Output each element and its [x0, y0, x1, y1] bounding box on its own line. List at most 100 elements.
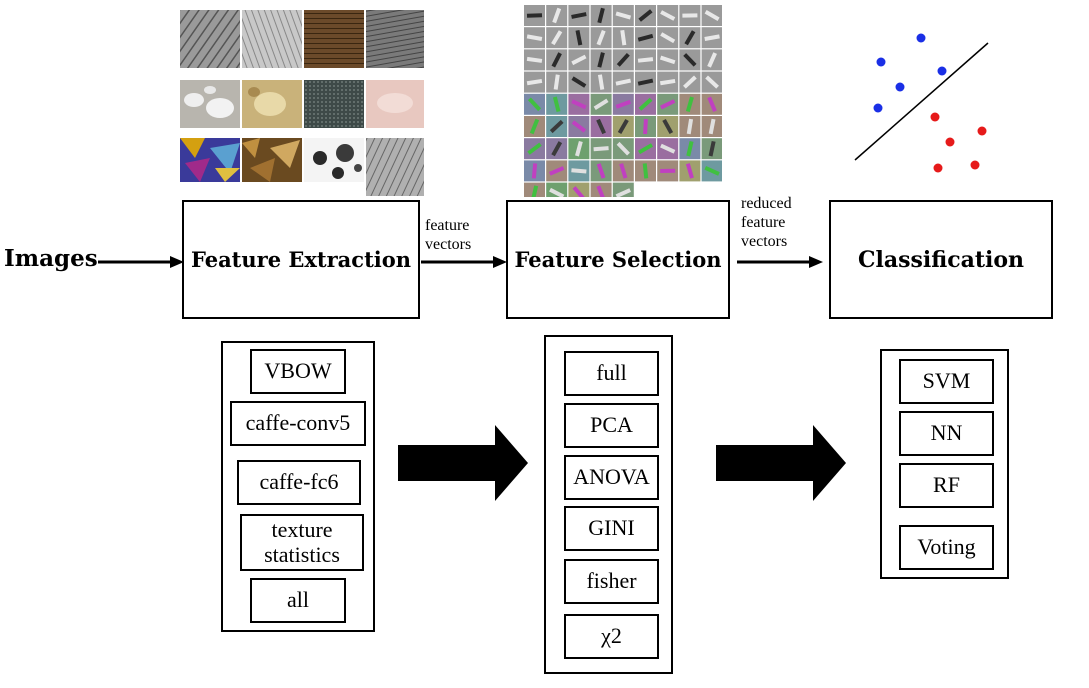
- feature-selection-options: full PCA ANOVA GINI fisher χ2: [544, 335, 673, 674]
- classification-options: SVM NN RF Voting: [880, 349, 1009, 579]
- connector-label-selection-classification: reduced feature vectors: [741, 194, 792, 252]
- feature-extraction-label: Feature Extraction: [190, 247, 412, 272]
- arrow-selection-to-classification: [737, 256, 823, 268]
- filter-cell: [701, 27, 723, 49]
- filter-cell: [546, 49, 568, 71]
- filter-cell: [590, 182, 612, 204]
- filter-cell: [546, 71, 568, 93]
- filter-cell: [568, 49, 590, 71]
- filter-cell: [524, 49, 545, 71]
- filter-cell: [568, 93, 590, 115]
- class-a-point: [873, 103, 883, 113]
- feature-selection-label: Feature Selection: [514, 247, 722, 272]
- feature-extraction-options: VBOW caffe-conv5 caffe-fc6 texture stati…: [221, 341, 375, 632]
- micrograph-thumbnails: [180, 8, 425, 198]
- filter-cell: [612, 182, 634, 204]
- filter-cell: [635, 49, 656, 71]
- option-vbow: VBOW: [250, 349, 346, 394]
- option-full: full: [564, 351, 659, 396]
- filter-cell: [524, 160, 545, 182]
- classification-label: Classification: [857, 246, 1025, 273]
- filter-cell: [657, 49, 679, 71]
- option-caffe-conv5: caffe-conv5: [230, 401, 366, 446]
- filter-cell: [679, 116, 701, 137]
- class-b-point: [933, 163, 943, 173]
- class-b-point: [930, 112, 940, 122]
- filter-cell: [679, 71, 701, 93]
- filter-cell: [546, 116, 568, 137]
- big-arrow-1: [398, 425, 528, 501]
- filter-cell: [568, 138, 590, 160]
- option-voting: Voting: [899, 525, 994, 570]
- connector-line: reduced: [741, 195, 792, 212]
- filter-cell: [568, 27, 590, 49]
- filter-cell: [612, 116, 634, 137]
- filter-cell: [546, 5, 568, 26]
- filter-cell: [546, 138, 568, 160]
- connector-line: vectors: [425, 236, 472, 254]
- filter-cell: [635, 71, 656, 93]
- filter-cell: [657, 27, 679, 49]
- connector-line: vectors: [741, 233, 788, 251]
- option-pca: PCA: [564, 403, 659, 448]
- filter-cell: [657, 116, 679, 137]
- class-a-point: [916, 33, 926, 43]
- filter-cell: [524, 182, 545, 204]
- cnn-filter-grid: [524, 5, 723, 204]
- class-b-point: [977, 126, 987, 136]
- filter-cell: [701, 5, 723, 26]
- filter-cell: [568, 116, 590, 137]
- filter-cell: [612, 49, 634, 71]
- filter-cell: [612, 138, 634, 160]
- filter-cell: [701, 93, 723, 115]
- filter-cell: [657, 160, 679, 182]
- class-b-point: [970, 160, 980, 170]
- filter-cell: [701, 138, 723, 160]
- class-a-point: [876, 57, 886, 67]
- filter-cell: [524, 27, 545, 49]
- filter-cell: [524, 93, 545, 115]
- filter-cell: [612, 71, 634, 93]
- option-all: all: [250, 578, 346, 623]
- filter-cell: [590, 5, 612, 26]
- images-input-label: Images: [4, 245, 98, 272]
- classification-scatter: [845, 25, 1005, 185]
- filter-cell: [612, 27, 634, 49]
- feature-extraction-stage: Feature Extraction: [182, 200, 420, 319]
- feature-selection-stage: Feature Selection: [506, 200, 730, 319]
- filter-cell: [524, 5, 545, 26]
- option-svm: SVM: [899, 359, 994, 404]
- filter-cell: [546, 93, 568, 115]
- filter-cell: [546, 27, 568, 49]
- connector-line: feature: [425, 217, 470, 234]
- filter-cell: [701, 49, 723, 71]
- option-caffe-fc6: caffe-fc6: [237, 460, 361, 505]
- filter-cell: [568, 182, 590, 204]
- filter-cell: [635, 93, 656, 115]
- class-a-point: [937, 66, 947, 76]
- option-nn: NN: [899, 411, 994, 456]
- filter-cell: [590, 138, 612, 160]
- connector-line: feature: [741, 214, 786, 232]
- filter-cell: [635, 160, 656, 182]
- filter-cell: [679, 93, 701, 115]
- filter-cell: [612, 93, 634, 115]
- option-chi2: χ2: [564, 614, 659, 659]
- option-texture-statistics: texture statistics: [240, 514, 364, 571]
- option-anova: ANOVA: [564, 455, 659, 500]
- filter-cell: [701, 71, 723, 93]
- option-fisher: fisher: [564, 559, 659, 604]
- filter-cell: [612, 5, 634, 26]
- filter-cell: [635, 116, 656, 137]
- filter-cell: [524, 138, 545, 160]
- arrow-extraction-to-selection: [421, 256, 507, 268]
- filter-cell: [568, 71, 590, 93]
- filter-cell: [546, 160, 568, 182]
- filter-cell: [657, 5, 679, 26]
- filter-cell: [612, 160, 634, 182]
- classification-stage: Classification: [829, 200, 1053, 319]
- filter-cell: [590, 27, 612, 49]
- filter-cell: [679, 138, 701, 160]
- option-rf: RF: [899, 463, 994, 508]
- filter-cell: [679, 27, 701, 49]
